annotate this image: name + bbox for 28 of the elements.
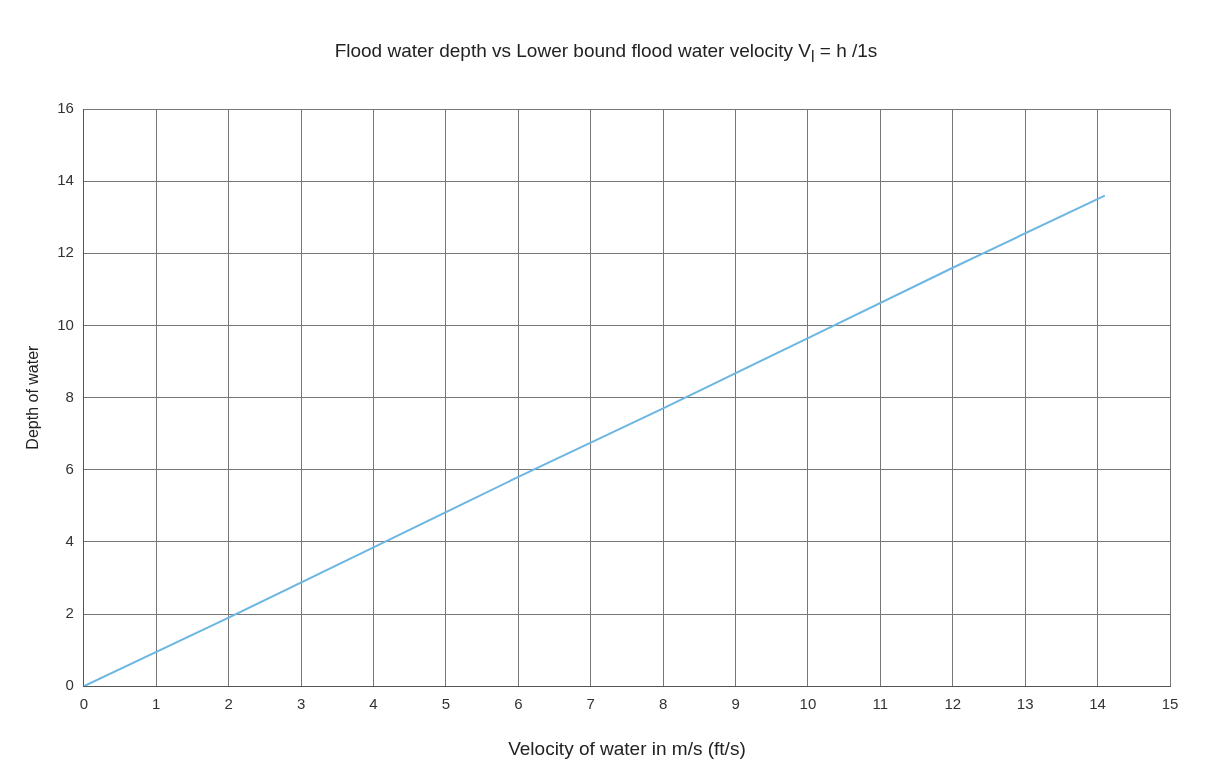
chart-title: Flood water depth vs Lower bound flood water velocity V$_{l}$ = h /1s	[333, 40, 879, 66]
x-tick-label: 9	[731, 695, 740, 713]
y-tick-label: 12	[57, 243, 74, 261]
y-axis-title: Depth of water	[24, 344, 42, 450]
x-tick-label: 8	[658, 695, 668, 713]
x-tick-label: 15	[1161, 695, 1179, 713]
y-tick-label: 4	[65, 532, 74, 550]
x-tick-label: 2	[224, 695, 233, 713]
y-tick-label: 6	[65, 459, 74, 477]
y-tick-label: 8	[65, 387, 74, 405]
x-tick-label: 4	[369, 695, 378, 713]
x-tick-label: 0	[79, 695, 89, 713]
y-tick-label: 14	[57, 171, 74, 189]
x-tick-label: 6	[514, 695, 523, 713]
x-tick-label: 3	[296, 695, 306, 713]
x-tick-label: 11	[872, 695, 889, 713]
x-tick-label: 13	[1016, 695, 1034, 713]
y-tick-label: 16	[57, 99, 74, 117]
x-tick-label: 5	[441, 695, 451, 713]
x-axis-title: Velocity of water in m/s (ft/s)	[508, 737, 746, 759]
x-tick-label: 12	[944, 695, 962, 713]
x-tick-label: 7	[586, 695, 595, 713]
x-tick-label: 1	[152, 695, 161, 713]
y-tick-label: 0	[65, 676, 74, 694]
y-tick-label: 10	[57, 315, 74, 333]
x-tick-label: 10	[799, 695, 817, 713]
x-tick-label: 14	[1089, 695, 1106, 713]
y-tick-label: 2	[65, 604, 74, 622]
